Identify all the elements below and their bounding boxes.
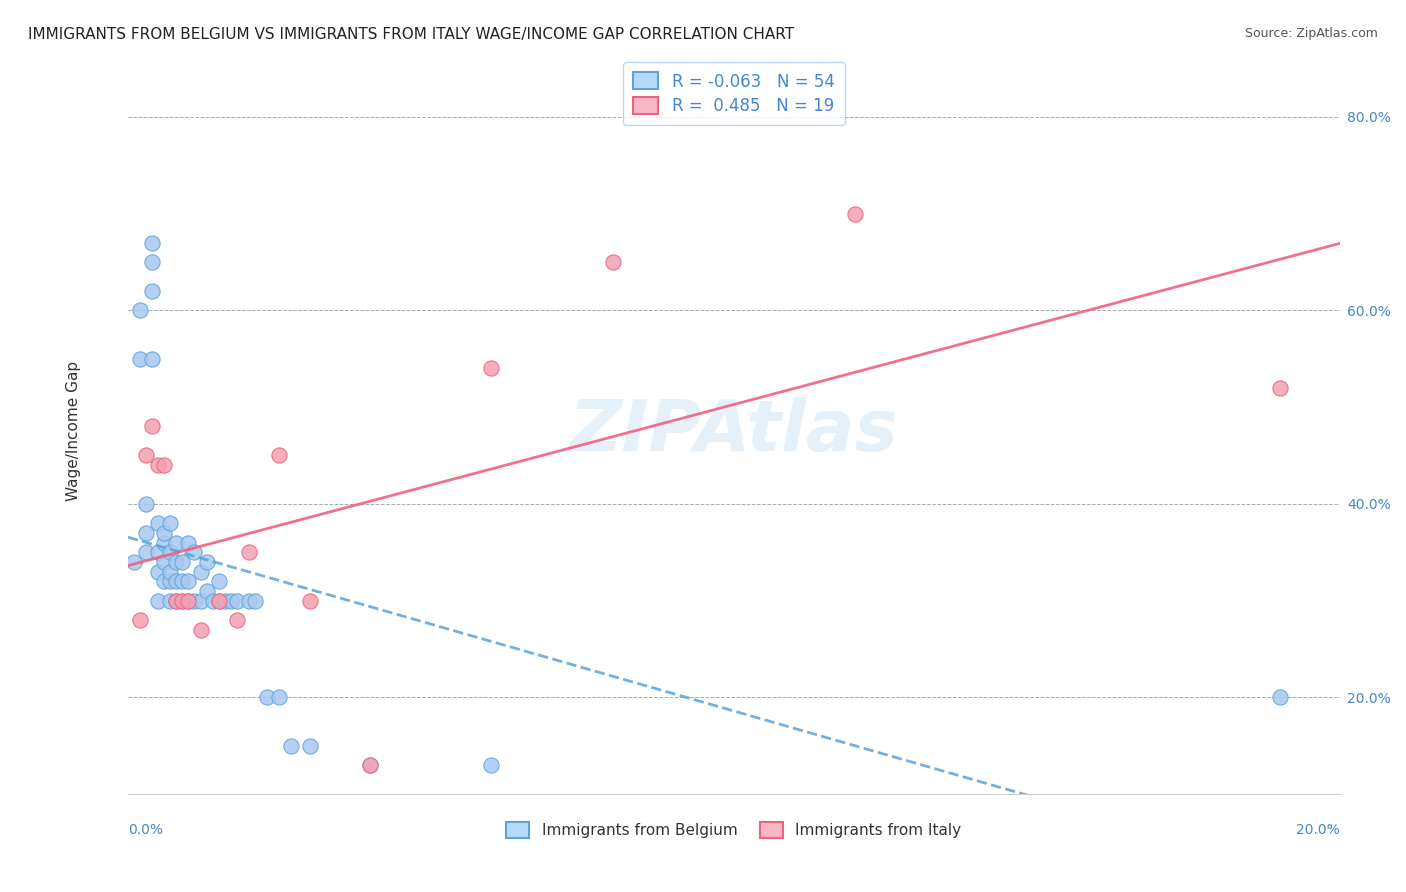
Point <box>190 623 212 637</box>
Point <box>153 458 176 472</box>
Point <box>172 555 194 569</box>
Point <box>172 593 194 607</box>
Point <box>177 574 200 589</box>
Point <box>238 593 260 607</box>
Point <box>481 361 503 376</box>
Point <box>141 351 163 366</box>
Point <box>135 545 157 559</box>
Point <box>146 458 169 472</box>
Point <box>141 255 163 269</box>
Point <box>153 574 176 589</box>
Point <box>135 449 157 463</box>
Text: Source: ZipAtlas.com: Source: ZipAtlas.com <box>1244 27 1378 40</box>
Point <box>146 565 169 579</box>
Point <box>844 206 866 220</box>
Point <box>195 555 218 569</box>
Point <box>177 535 200 549</box>
Point <box>269 449 291 463</box>
Point <box>146 593 169 607</box>
Point <box>159 516 181 531</box>
Point <box>135 525 157 540</box>
Point <box>269 690 291 705</box>
Text: 0.0%: 0.0% <box>128 823 163 837</box>
Point <box>165 555 187 569</box>
Point <box>359 758 381 772</box>
Point <box>225 613 247 627</box>
Point <box>159 593 181 607</box>
Point <box>165 535 187 549</box>
Point <box>602 255 624 269</box>
Point <box>190 593 212 607</box>
Point <box>129 303 152 318</box>
Point <box>208 593 231 607</box>
Point <box>298 739 321 753</box>
Point <box>195 583 218 598</box>
Point <box>219 593 242 607</box>
Point <box>183 545 205 559</box>
Point <box>214 593 236 607</box>
Point <box>159 545 181 559</box>
Point <box>1268 381 1291 395</box>
Point <box>177 593 200 607</box>
Point <box>141 419 163 434</box>
Point <box>298 593 321 607</box>
Point <box>141 284 163 298</box>
Point <box>165 593 187 607</box>
Point <box>135 497 157 511</box>
Point <box>359 758 381 772</box>
Point <box>141 235 163 250</box>
Text: IMMIGRANTS FROM BELGIUM VS IMMIGRANTS FROM ITALY WAGE/INCOME GAP CORRELATION CHA: IMMIGRANTS FROM BELGIUM VS IMMIGRANTS FR… <box>28 27 794 42</box>
Point <box>1268 690 1291 705</box>
Point <box>183 593 205 607</box>
Point <box>172 574 194 589</box>
Point <box>165 574 187 589</box>
Point <box>177 593 200 607</box>
Point <box>225 593 247 607</box>
Point <box>165 593 187 607</box>
Point <box>208 593 231 607</box>
Point <box>481 758 503 772</box>
Point <box>153 555 176 569</box>
Point <box>208 574 231 589</box>
Point <box>159 574 181 589</box>
Point <box>129 613 152 627</box>
Point <box>280 739 302 753</box>
Point <box>243 593 266 607</box>
Text: 20.0%: 20.0% <box>1296 823 1340 837</box>
Point <box>190 565 212 579</box>
Point <box>159 565 181 579</box>
Point <box>122 555 145 569</box>
Point <box>256 690 278 705</box>
Point <box>146 545 169 559</box>
Text: Wage/Income Gap: Wage/Income Gap <box>66 361 80 501</box>
Point <box>153 525 176 540</box>
Point <box>238 545 260 559</box>
Point <box>172 593 194 607</box>
Point <box>146 516 169 531</box>
Point <box>201 593 224 607</box>
Point <box>129 351 152 366</box>
Point <box>153 535 176 549</box>
Text: ZIPAtlas: ZIPAtlas <box>569 397 898 466</box>
Legend: Immigrants from Belgium, Immigrants from Italy: Immigrants from Belgium, Immigrants from… <box>501 816 967 845</box>
